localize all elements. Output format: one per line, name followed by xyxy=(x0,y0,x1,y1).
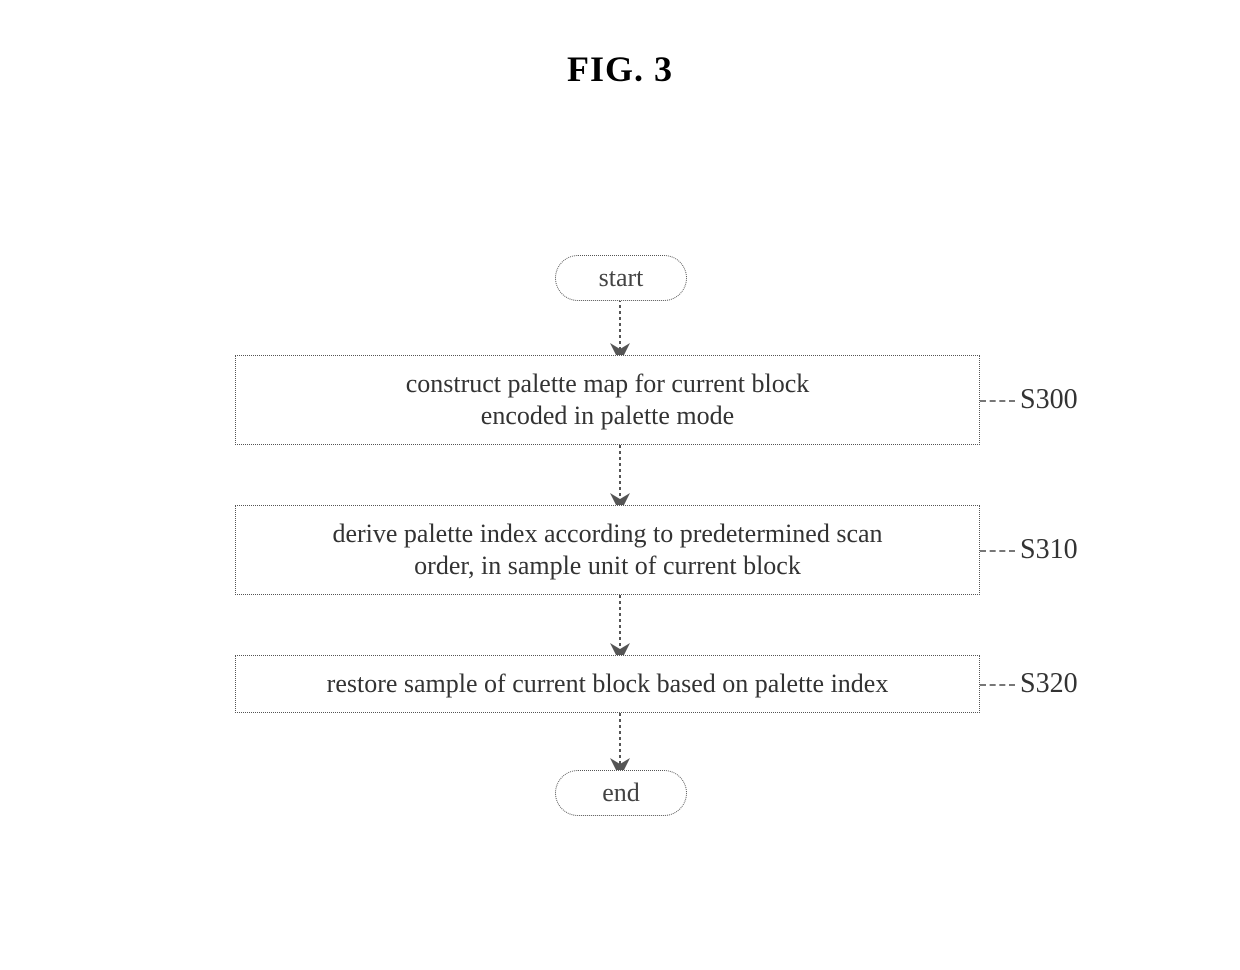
process-s310-line1: derive palette index according to predet… xyxy=(332,519,882,548)
terminator-start-label: start xyxy=(599,265,644,291)
terminator-end: end xyxy=(555,770,687,816)
terminator-end-label: end xyxy=(602,780,640,806)
flowchart-arrows xyxy=(0,0,1240,970)
leader-s320 xyxy=(980,684,1015,686)
process-s320-line1: restore sample of current block based on… xyxy=(327,668,889,701)
step-label-s320: S320 xyxy=(1020,668,1078,700)
process-s310-line2: order, in sample unit of current block xyxy=(414,551,801,580)
step-label-s300: S300 xyxy=(1020,384,1078,416)
step-label-s310: S310 xyxy=(1020,534,1078,566)
leader-s310 xyxy=(980,550,1015,552)
process-s300-line1: construct palette map for current block xyxy=(406,369,810,398)
terminator-start: start xyxy=(555,255,687,301)
process-s300-line2: encoded in palette mode xyxy=(481,401,734,430)
process-s300: construct palette map for current block … xyxy=(235,355,980,445)
leader-s300 xyxy=(980,400,1015,402)
process-s310: derive palette index according to predet… xyxy=(235,505,980,595)
process-s320: restore sample of current block based on… xyxy=(235,655,980,713)
